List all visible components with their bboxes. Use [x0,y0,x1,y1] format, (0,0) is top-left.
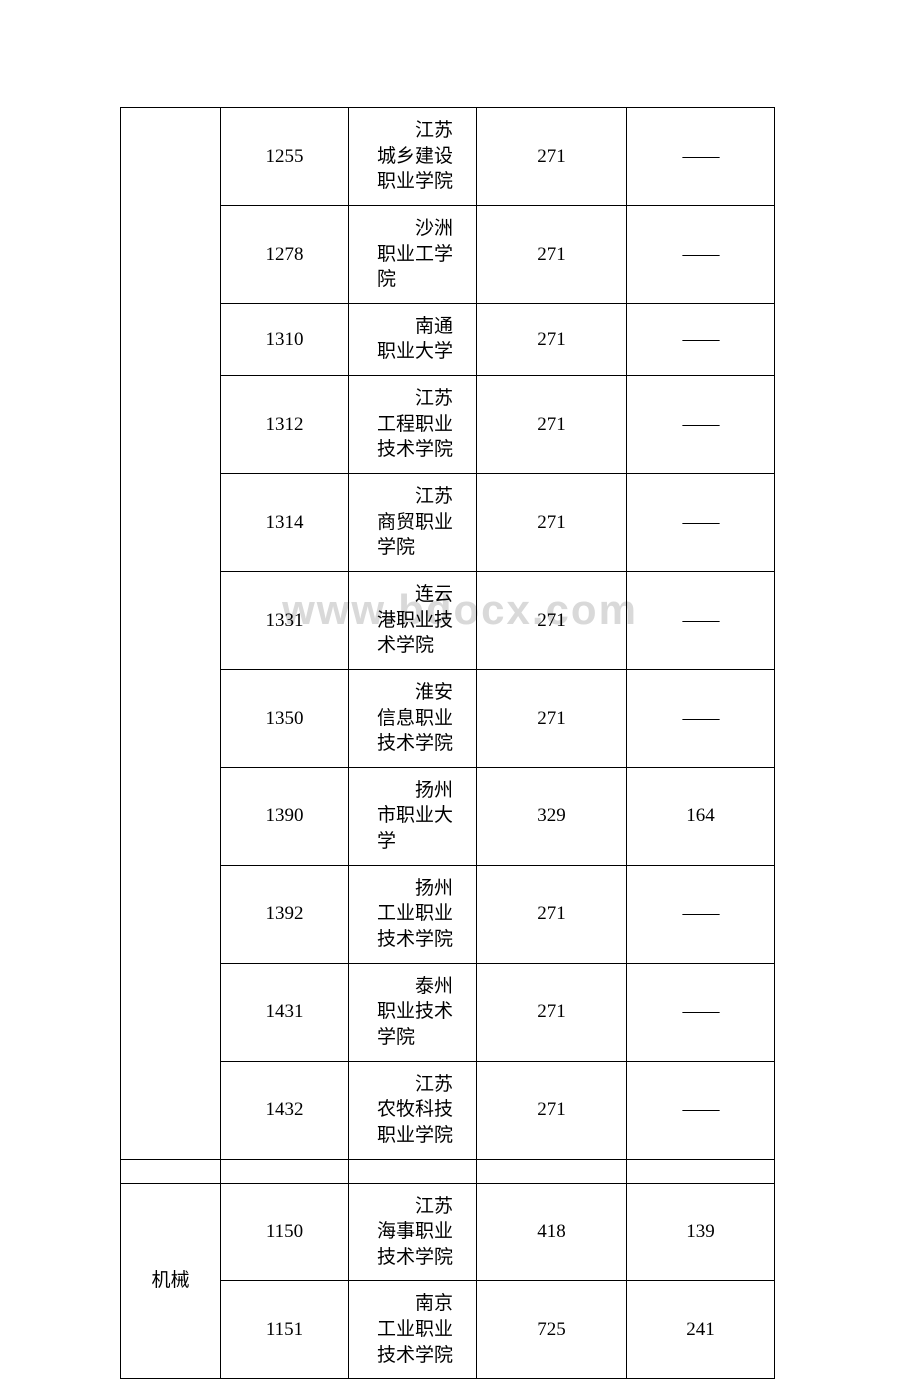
spacer-row [121,1159,775,1183]
table-row: 1255江苏城乡建设职业学院271—— [121,108,775,206]
category-cell [121,108,221,1160]
value-cell: —— [627,571,775,669]
code-cell: 1350 [221,669,349,767]
value-cell: 271 [477,474,627,572]
code-cell: 1255 [221,108,349,206]
value-cell: 271 [477,865,627,963]
value-cell: 271 [477,205,627,303]
code-cell: 1278 [221,205,349,303]
code-cell: 1312 [221,376,349,474]
code-cell: 1392 [221,865,349,963]
value-cell: 271 [477,108,627,206]
value-cell: 725 [477,1281,627,1379]
value-cell: 418 [477,1183,627,1281]
code-cell: 1431 [221,963,349,1061]
code-cell: 1150 [221,1183,349,1281]
data-table: 1255江苏城乡建设职业学院271——1278沙洲职业工学院271——1310南… [120,107,775,1379]
value-cell: —— [627,303,775,375]
table-row: 机械1150江苏海事职业技术学院418139 [121,1183,775,1281]
value-cell: 271 [477,669,627,767]
school-cell: 泰州职业技术学院 [349,963,477,1061]
school-cell: 南京工业职业技术学院 [349,1281,477,1379]
school-cell: 南通职业大学 [349,303,477,375]
value-cell: —— [627,669,775,767]
category-cell: 机械 [121,1183,221,1379]
value-cell: 271 [477,963,627,1061]
value-cell: —— [627,376,775,474]
code-cell: 1390 [221,767,349,865]
school-cell: 扬州市职业大学 [349,767,477,865]
school-cell: 淮安信息职业技术学院 [349,669,477,767]
value-cell: 164 [627,767,775,865]
value-cell: 139 [627,1183,775,1281]
code-cell: 1151 [221,1281,349,1379]
value-cell: 271 [477,376,627,474]
school-cell: 连云港职业技术学院 [349,571,477,669]
school-cell: 江苏工程职业技术学院 [349,376,477,474]
value-cell: 271 [477,571,627,669]
code-cell: 1314 [221,474,349,572]
code-cell: 1331 [221,571,349,669]
value-cell: 329 [477,767,627,865]
code-cell: 1310 [221,303,349,375]
school-cell: 沙洲职业工学院 [349,205,477,303]
school-cell: 扬州工业职业技术学院 [349,865,477,963]
value-cell: —— [627,963,775,1061]
school-cell: 江苏城乡建设职业学院 [349,108,477,206]
school-cell: 江苏农牧科技职业学院 [349,1061,477,1159]
school-cell: 江苏海事职业技术学院 [349,1183,477,1281]
value-cell: —— [627,474,775,572]
value-cell: 271 [477,303,627,375]
value-cell: —— [627,205,775,303]
value-cell: —— [627,108,775,206]
value-cell: —— [627,1061,775,1159]
value-cell: 241 [627,1281,775,1379]
value-cell: —— [627,865,775,963]
value-cell: 271 [477,1061,627,1159]
school-cell: 江苏商贸职业学院 [349,474,477,572]
code-cell: 1432 [221,1061,349,1159]
